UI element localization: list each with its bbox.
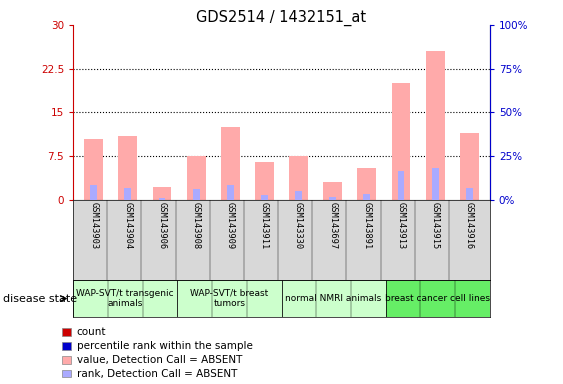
Text: GSM143906: GSM143906	[158, 202, 167, 249]
Text: normal NMRI animals: normal NMRI animals	[285, 294, 382, 303]
Bar	[329, 197, 336, 200]
Bar	[73, 280, 177, 317]
Bar	[364, 194, 370, 200]
Text: GSM143904: GSM143904	[123, 202, 132, 249]
Bar	[187, 156, 205, 200]
Bar	[426, 51, 445, 200]
Bar	[193, 189, 199, 200]
Bar	[261, 195, 268, 200]
Bar	[289, 156, 308, 200]
Text: GSM143697: GSM143697	[328, 202, 337, 249]
Text: GSM143908: GSM143908	[191, 202, 200, 249]
Text: GSM143911: GSM143911	[260, 202, 269, 249]
Bar	[227, 185, 234, 200]
Bar	[124, 188, 131, 200]
Text: GSM143915: GSM143915	[431, 202, 440, 249]
Bar	[295, 191, 302, 200]
Text: WAP-SVT/t transgenic
animals: WAP-SVT/t transgenic animals	[77, 289, 174, 308]
Bar	[90, 185, 97, 200]
Text: GSM143913: GSM143913	[396, 202, 405, 249]
Bar	[282, 280, 386, 317]
Text: GSM143330: GSM143330	[294, 202, 303, 249]
Bar	[392, 83, 410, 200]
Bar	[177, 280, 282, 317]
Bar	[323, 182, 342, 200]
Text: GSM143891: GSM143891	[363, 202, 372, 249]
Text: disease state: disease state	[3, 293, 77, 304]
Text: value, Detection Call = ABSENT: value, Detection Call = ABSENT	[77, 355, 242, 365]
Bar	[358, 168, 376, 200]
Text: WAP-SVT/t breast
tumors: WAP-SVT/t breast tumors	[190, 289, 269, 308]
Text: breast cancer cell lines: breast cancer cell lines	[385, 294, 490, 303]
Text: GSM143903: GSM143903	[89, 202, 98, 249]
Text: GDS2514 / 1432151_at: GDS2514 / 1432151_at	[196, 10, 367, 26]
Bar	[221, 127, 240, 200]
Text: rank, Detection Call = ABSENT: rank, Detection Call = ABSENT	[77, 369, 237, 379]
Bar	[118, 136, 137, 200]
Text: percentile rank within the sample: percentile rank within the sample	[77, 341, 252, 351]
Bar	[397, 170, 404, 200]
Text: count: count	[77, 327, 106, 337]
Bar	[460, 133, 479, 200]
Bar	[153, 187, 171, 200]
Bar	[159, 198, 166, 200]
Text: GSM143909: GSM143909	[226, 202, 235, 249]
Bar	[466, 188, 473, 200]
Bar	[84, 139, 103, 200]
Text: GSM143916: GSM143916	[465, 202, 474, 249]
Bar	[255, 162, 274, 200]
Bar	[386, 280, 490, 317]
Bar	[432, 168, 439, 200]
